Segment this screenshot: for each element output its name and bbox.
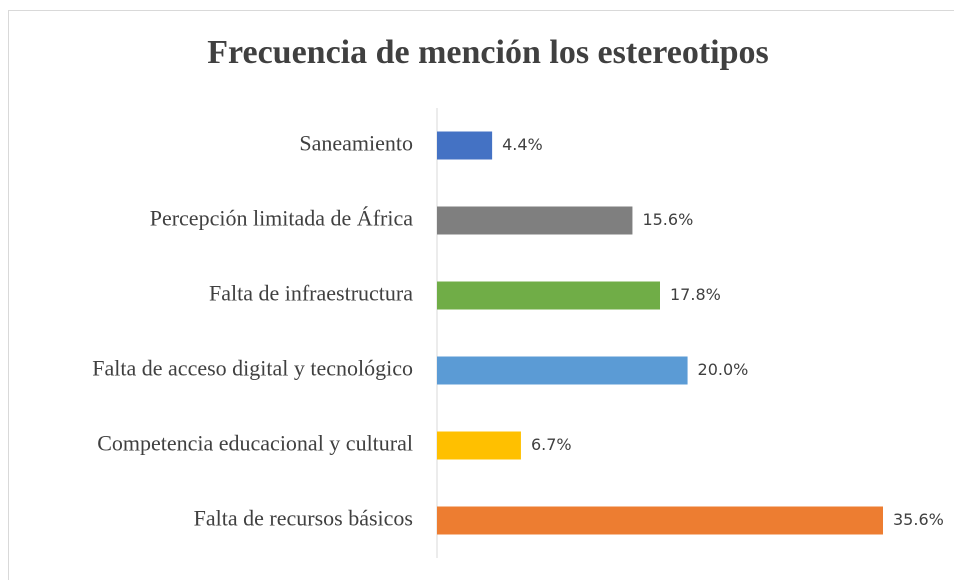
bar [437, 206, 633, 235]
y-tick-label: Competencia educacional y cultural [97, 431, 413, 456]
value-label: 15.6% [642, 210, 693, 229]
bar [437, 356, 688, 385]
y-tick-label: Saneamiento [299, 131, 413, 156]
bar [437, 506, 883, 535]
bar [437, 431, 521, 460]
y-tick-label: Falta de recursos básicos [194, 506, 413, 531]
value-label: 17.8% [670, 285, 721, 304]
y-tick-label: Falta de infraestructura [209, 281, 413, 306]
y-tick-label: Falta de acceso digital y tecnológico [92, 356, 413, 381]
y-tick-label: Percepción limitada de África [150, 206, 414, 231]
value-label: 35.6% [893, 510, 944, 529]
bar [437, 281, 660, 310]
value-label: 4.4% [502, 135, 543, 154]
value-label: 20.0% [698, 360, 749, 379]
chart-title: Frecuencia de mención los estereotipos [207, 34, 769, 71]
bar [437, 131, 493, 160]
value-label: 6.7% [531, 435, 572, 454]
